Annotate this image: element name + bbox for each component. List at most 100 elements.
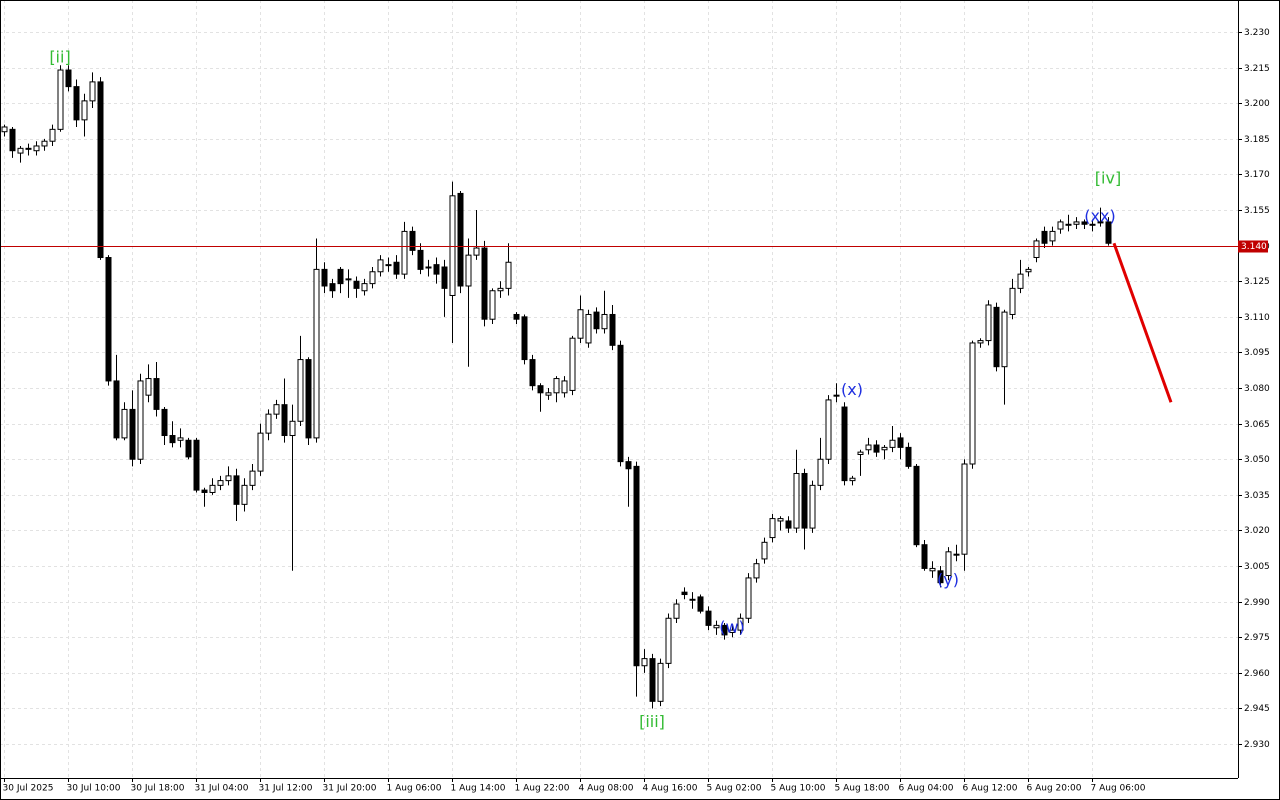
candle-body <box>537 385 544 394</box>
candle-body <box>793 472 800 529</box>
candle-body <box>225 475 232 482</box>
candle-body <box>489 290 496 320</box>
candle-body <box>705 610 712 626</box>
candle-body <box>785 520 792 529</box>
candle-body <box>585 313 592 344</box>
candle-body <box>721 624 728 636</box>
y-tick-label: 3.170 <box>1244 170 1270 180</box>
candle-body <box>1017 273 1024 289</box>
x-tick-label: 6 Aug 20:00 <box>1027 784 1082 794</box>
candle-body <box>65 69 72 88</box>
candle-body <box>1073 221 1080 225</box>
candle-body <box>737 617 744 631</box>
x-tick-label: 1 Aug 22:00 <box>515 784 570 794</box>
candle-body <box>265 413 272 434</box>
candle-body <box>601 313 608 330</box>
candle-body <box>545 392 552 396</box>
candle-body <box>409 230 416 251</box>
x-tick-label: 30 Jul 18:00 <box>131 784 185 794</box>
candle-body <box>105 257 112 382</box>
x-tick-label: 1 Aug 06:00 <box>387 784 442 794</box>
x-tick-label: 31 Jul 04:00 <box>195 784 249 794</box>
candle-body <box>185 439 192 458</box>
candle-body <box>849 477 856 482</box>
y-tick-label: 3.035 <box>1244 491 1270 501</box>
wave-label: [iv] <box>1095 169 1121 188</box>
candle-body <box>81 100 88 121</box>
candle-body <box>425 266 432 269</box>
candle-body <box>433 264 440 275</box>
candle-body <box>977 340 984 344</box>
candle-body <box>353 280 360 289</box>
candle-body <box>33 145 40 152</box>
x-tick-label: 30 Jul 10:00 <box>67 784 121 794</box>
candle-body <box>49 128 56 142</box>
y-tick-label: 2.930 <box>1244 740 1270 750</box>
candle-body <box>1065 223 1072 226</box>
y-tick-label: 2.945 <box>1244 704 1270 714</box>
candle-body <box>97 81 104 259</box>
candle-body <box>593 311 600 330</box>
wave-label: [ii] <box>49 48 70 67</box>
candle-body <box>417 249 424 270</box>
candle-body <box>129 408 136 460</box>
candle-body <box>145 378 152 396</box>
candle-body <box>369 271 376 285</box>
candle-body <box>857 451 864 456</box>
candle-body <box>321 268 328 287</box>
y-tick-label: 2.960 <box>1244 669 1270 679</box>
candle-body <box>777 518 784 522</box>
x-tick-label: 30 Jul 2025 <box>3 784 54 794</box>
wave-label: (xx) <box>1084 207 1115 226</box>
x-tick-label: 5 Aug 02:00 <box>707 784 762 794</box>
x-tick-label: 4 Aug 08:00 <box>579 784 634 794</box>
candle-body <box>561 380 568 394</box>
candle-body <box>1089 223 1096 226</box>
candle-body <box>385 264 392 267</box>
candle-body <box>881 446 888 451</box>
candle-body <box>889 439 896 448</box>
candle-body <box>1057 221 1064 230</box>
candle-body <box>913 465 920 546</box>
y-tick-label: 3.050 <box>1244 455 1270 465</box>
candle-body <box>193 439 200 491</box>
candle-body <box>401 230 408 275</box>
candle-body <box>577 309 584 339</box>
x-tick-label: 1 Aug 14:00 <box>451 784 506 794</box>
candle-body <box>617 344 624 463</box>
candle-body <box>25 147 32 150</box>
candle-body <box>473 247 480 256</box>
candle-body <box>217 480 224 486</box>
candle-body <box>153 378 160 410</box>
x-tick-label: 31 Jul 20:00 <box>323 784 377 794</box>
candle-body <box>1009 287 1016 315</box>
x-tick-label: 6 Aug 12:00 <box>963 784 1018 794</box>
candle-body <box>513 313 520 320</box>
candle-body <box>137 380 144 460</box>
candle-body <box>929 567 936 572</box>
x-tick-label: 7 Aug 06:00 <box>1091 784 1146 794</box>
candle-body <box>569 337 576 391</box>
y-tick-label: 3.065 <box>1244 420 1270 430</box>
y-tick-label: 3.200 <box>1244 99 1270 109</box>
candle-body <box>809 484 816 529</box>
candle-body <box>633 465 640 667</box>
candle-body <box>457 192 464 287</box>
candle-body <box>921 544 928 569</box>
candle-body <box>657 662 664 702</box>
candle-body <box>257 432 264 472</box>
candle-body <box>625 461 632 470</box>
candle-body <box>841 406 848 482</box>
axes: 3.230 3.215 3.200 3.185 3.170 3.155 3.140 3.125… <box>3 28 1271 794</box>
candle-body <box>681 591 688 596</box>
candle-body <box>1105 221 1112 244</box>
y-tick-label: 3.230 <box>1244 28 1270 38</box>
candle-body <box>17 147 24 154</box>
candle-body <box>873 444 880 453</box>
candle-body <box>753 563 760 579</box>
candle-body <box>249 470 256 486</box>
wave-label: (x) <box>841 380 863 399</box>
candle-body <box>113 380 120 439</box>
